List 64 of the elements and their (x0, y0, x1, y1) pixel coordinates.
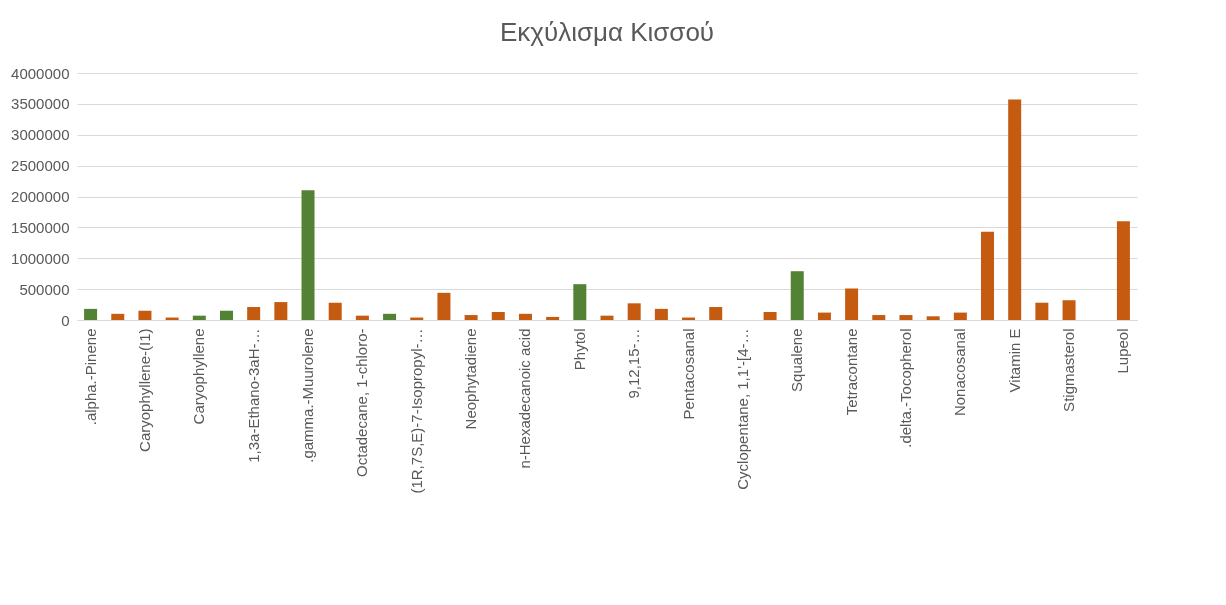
chart-title: Εκχύλισμα Κισσού (499, 17, 715, 47)
bar (654, 308, 668, 320)
bar (817, 312, 831, 320)
y-tick-label: 2000000 (11, 188, 70, 205)
bar (573, 284, 587, 320)
bar (981, 231, 995, 320)
x-tick-label: 9,12,15-… (625, 328, 643, 399)
y-tick-label: 0 (61, 311, 70, 329)
x-tick-label: Lupeol (1114, 328, 1132, 374)
y-tick-label: 3500000 (11, 95, 70, 113)
bar (464, 315, 478, 320)
bar (247, 307, 261, 320)
x-tick-label: Squalene (788, 328, 806, 392)
x-tick-label: Neophytadiene (462, 328, 480, 430)
x-tick-label: .delta.-Tocopherol (896, 328, 914, 448)
x-tick-label: Pentacosanal (679, 328, 697, 420)
bar (219, 310, 233, 320)
bar (600, 315, 614, 320)
bar (355, 315, 369, 320)
x-tick-label: Caryophyllene (190, 328, 208, 425)
bar (138, 310, 152, 320)
bar (627, 303, 641, 320)
x-tick-label: Octadecane, 1-chloro- (353, 328, 371, 477)
x-tick-label: .alpha.-Pinene (81, 328, 99, 426)
bar (491, 311, 505, 320)
bar (845, 288, 859, 320)
bar (872, 315, 886, 320)
bar (383, 313, 397, 320)
bar (518, 313, 532, 320)
bar (1062, 300, 1076, 320)
bar (274, 302, 288, 320)
bar (790, 271, 804, 320)
x-tick-label: Cyclopentane, 1,1'-[4-… (733, 328, 751, 490)
bar (1116, 221, 1130, 320)
bar (926, 316, 940, 320)
y-tick-label: 4000000 (11, 64, 70, 82)
bar (546, 316, 560, 320)
x-tick-label: (1R,7S,E)-7-Isopropyl-… (407, 328, 425, 494)
y-tick-label: 2500000 (11, 157, 70, 175)
bar (953, 312, 967, 320)
y-tick-label: 1000000 (11, 249, 70, 267)
x-tick-label: 1,3a-Ethano-3aH-… (244, 328, 262, 463)
x-tick-label: Nonacosanal (951, 328, 969, 417)
x-tick-label: n-Hexadecanoic acid (516, 328, 534, 469)
bar (328, 302, 342, 320)
bar (709, 307, 723, 320)
x-tick-label: Caryophyllene-(I1) (135, 328, 153, 452)
bar (301, 190, 315, 320)
x-tick-label: Tetracontane (842, 328, 860, 416)
x-tick-label: Vitamin E (1005, 328, 1023, 393)
y-tick-label: 500000 (19, 280, 70, 298)
bar (1008, 99, 1022, 320)
y-tick-label: 1500000 (11, 218, 70, 236)
bar (1035, 302, 1049, 320)
bar (84, 308, 98, 320)
x-tick-label: Phytol (570, 328, 588, 371)
bar (899, 315, 913, 320)
bar (437, 292, 451, 320)
bar (763, 311, 777, 320)
bar (111, 313, 125, 320)
x-tick-label: .gamma.-Muurolene (299, 328, 317, 463)
x-tick-label: Stigmasterol (1060, 328, 1078, 412)
bar (192, 315, 206, 320)
y-tick-label: 3000000 (11, 126, 70, 144)
